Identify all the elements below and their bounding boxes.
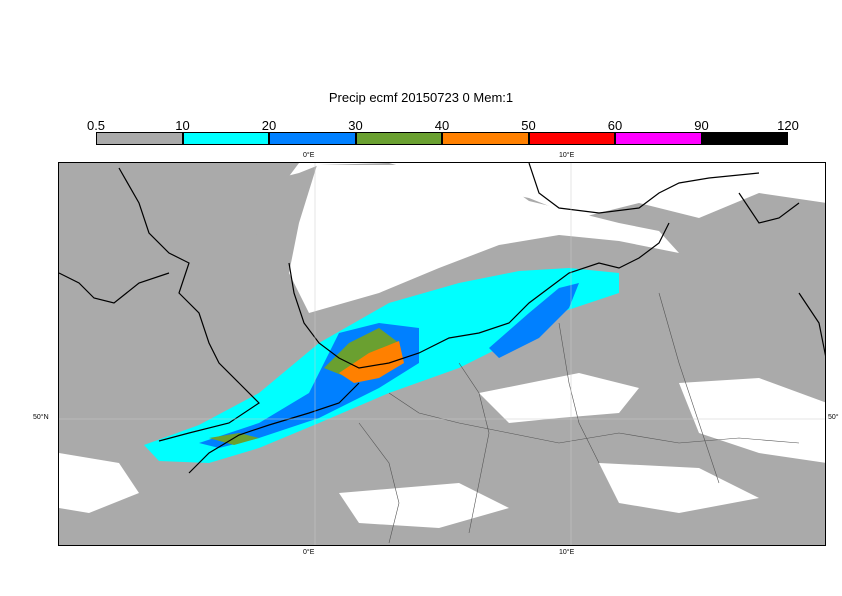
legend-tick-label: 10 [175,118,190,133]
legend-color-swatch [442,132,529,145]
top-lon-label-10: 10°E [559,152,575,159]
precip-orange [339,341,404,383]
legend-color-swatch [701,132,788,145]
legend-color-swatch [615,132,702,145]
country-borders [358,292,800,544]
bottom-lon-label-0: 0°E [303,549,315,556]
clear-west [59,453,139,513]
legend-color-swatch [355,132,442,145]
legend-color-swatch [528,132,615,145]
legend-color-swatch [182,132,269,145]
legend-tick-label: 40 [434,118,450,133]
clear-atlantic [59,163,299,373]
clear-north-sea [289,165,679,313]
legend-tick-label: 30 [348,118,363,133]
legend-tick-label: 120 [777,118,799,133]
clear-south-1 [339,483,509,528]
legend-tick-label: 0.5 [86,118,106,133]
precip-green-west [209,433,259,445]
coastlines [59,163,825,474]
clear-east-1 [479,373,639,423]
legend-color-swatch [96,132,183,145]
map-canvas [59,163,825,545]
legend-tick-label: 60 [607,118,623,133]
precip-map [58,162,826,546]
legend-color-swatch [269,132,356,145]
top-lon-label-0: 0°E [303,152,315,159]
legend-tick-label: 50 [521,118,536,133]
bottom-lon-label-10: 10°E [559,549,575,556]
graticule [59,163,825,545]
left-lat-label: 50°N [33,414,49,421]
legend-tick-label: 90 [694,118,709,133]
color-legend: 0.5 10 20 30 40 50 60 90 120 [87,118,799,148]
chart-title: Precip ecmf 20150723 0 Mem:1 [328,90,514,105]
precip-blue-east [489,283,579,358]
legend-tick-label: 20 [261,118,277,133]
clear-north-region [489,163,825,218]
clear-east-2 [679,378,825,463]
right-lat-label: 50° [828,414,839,421]
clear-south-2 [599,463,759,513]
